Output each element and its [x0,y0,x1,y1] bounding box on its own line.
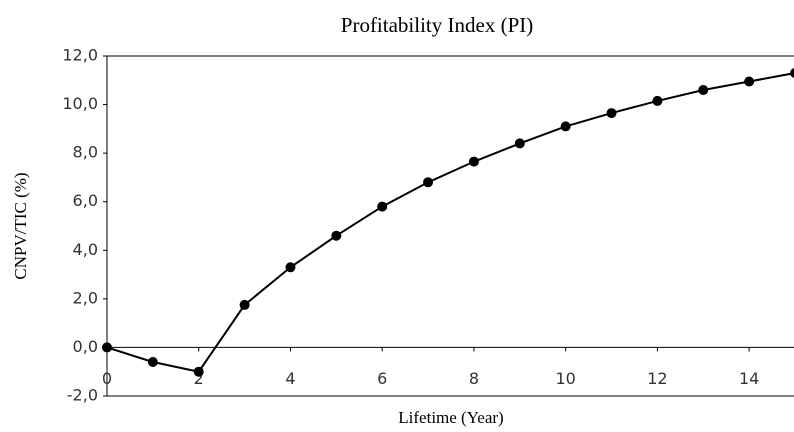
y-tick-label: -2,0 [67,386,98,405]
data-line [106,72,794,373]
x-tick-label: 4 [285,369,295,388]
data-point [560,121,571,132]
x-tick-label: 0 [102,369,112,388]
data-point [606,108,617,119]
y-tick-label: 6,0 [73,191,98,210]
data-point [285,262,296,273]
data-point [652,95,663,106]
data-point [377,201,388,212]
x-tick-label: 12 [647,369,667,388]
y-tick-label: 4,0 [73,240,98,259]
data-point [790,68,794,78]
data-point [514,138,525,149]
y-axis-label: CNPV/TIC (%) [11,172,30,279]
y-tick-label: 2,0 [73,288,98,307]
x-tick-label: 8 [469,369,479,388]
data-point [744,76,755,87]
x-tick-label: 14 [739,369,759,388]
y-tick-label: 10,0 [62,94,98,113]
x-tick-label: 2 [194,369,204,388]
y-tick-label: 0,0 [73,337,98,356]
data-point [102,342,112,353]
data-point [239,299,250,310]
chart-title: Profitability Index (PI) [341,13,533,37]
x-tick-label: 6 [377,369,387,388]
y-tick-label: 12,0 [62,46,98,65]
data-point [423,177,434,188]
y-tick-label: 8,0 [73,143,98,162]
data-point [147,357,158,367]
data-point [698,85,709,95]
x-tick-label: 10 [555,369,575,388]
data-point [193,366,204,377]
data-point [468,156,479,167]
plot-border [106,55,794,397]
x-axis-label: Lifetime (Year) [398,408,503,427]
data-point [331,230,342,241]
